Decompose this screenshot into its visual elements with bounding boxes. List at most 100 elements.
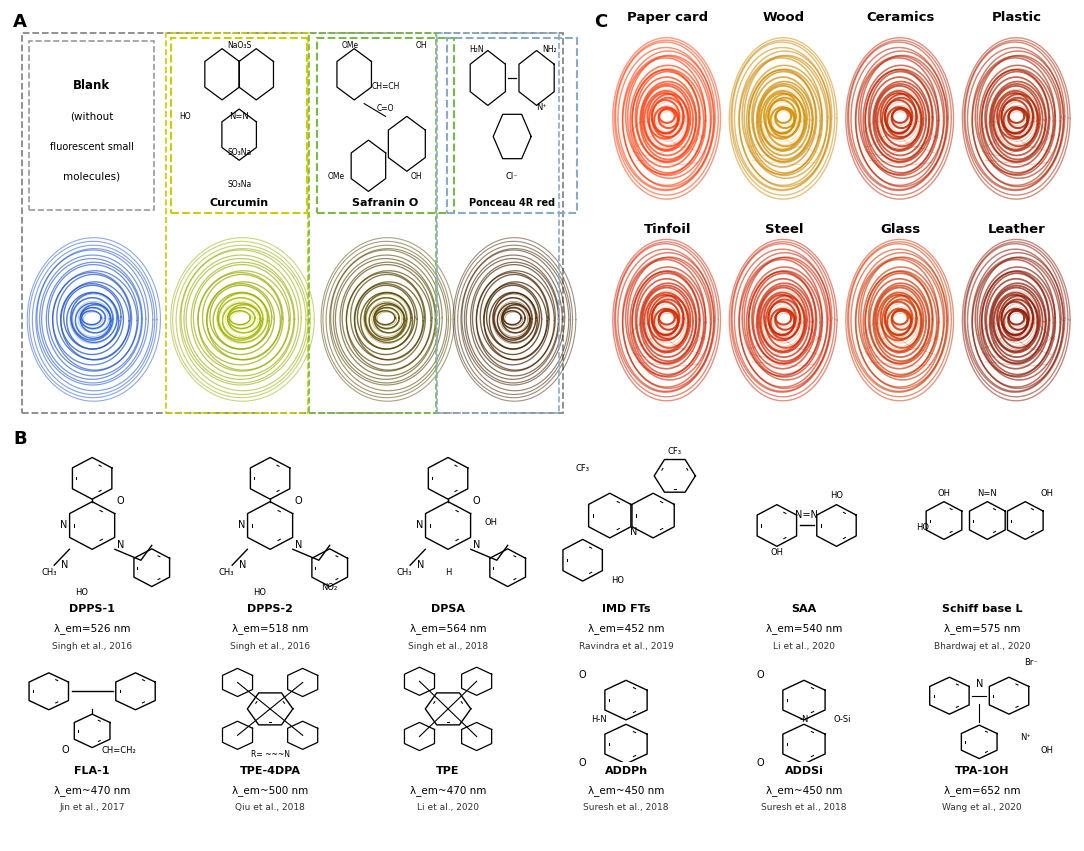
Text: O-Si: O-Si — [834, 715, 851, 724]
Text: HO: HO — [180, 111, 191, 121]
Text: TPA-1OH: TPA-1OH — [955, 766, 1009, 776]
Text: Ravindra et al., 2019: Ravindra et al., 2019 — [579, 642, 673, 651]
Text: OMe: OMe — [341, 42, 359, 50]
Text: Singh et al., 2016: Singh et al., 2016 — [230, 642, 310, 651]
Text: λ_em=518 nm: λ_em=518 nm — [232, 623, 308, 634]
Text: CH₃: CH₃ — [41, 568, 56, 577]
Text: N: N — [62, 560, 68, 570]
Text: Blank: Blank — [73, 79, 111, 92]
Text: Glass: Glass — [880, 223, 920, 236]
Text: Li et al., 2020: Li et al., 2020 — [773, 642, 835, 651]
Text: λ_em=564 nm: λ_em=564 nm — [410, 623, 487, 634]
Text: CF₃: CF₃ — [668, 447, 682, 455]
Text: Suresh et al., 2018: Suresh et al., 2018 — [761, 803, 847, 813]
Text: O: O — [757, 670, 764, 680]
Text: -N: -N — [799, 715, 809, 724]
Text: SAA: SAA — [791, 604, 816, 614]
Text: OH: OH — [1041, 488, 1054, 498]
Text: Cl⁻: Cl⁻ — [506, 172, 518, 181]
Text: Wang et al., 2020: Wang et al., 2020 — [942, 803, 1022, 813]
Text: Schiff base L: Schiff base L — [942, 604, 1022, 614]
Text: NaO₃S: NaO₃S — [227, 42, 251, 50]
Text: FLA-1: FLA-1 — [75, 766, 109, 776]
Text: R= ~~~N: R= ~~~N — [250, 751, 289, 759]
Text: DPSA: DPSA — [431, 604, 465, 614]
Text: Wood: Wood — [763, 11, 805, 24]
Text: Safranin O: Safranin O — [352, 197, 418, 208]
Text: OH: OH — [411, 172, 423, 181]
Text: ADDPh: ADDPh — [605, 766, 647, 776]
Text: Ceramics: Ceramics — [866, 11, 934, 24]
Text: λ_em=652 nm: λ_em=652 nm — [944, 785, 1020, 796]
Text: O: O — [579, 758, 586, 768]
Text: OH: OH — [771, 548, 784, 557]
Text: N: N — [117, 540, 124, 551]
Text: N: N — [295, 540, 302, 551]
Text: OH: OH — [1041, 745, 1054, 755]
Text: CH=CH₂: CH=CH₂ — [102, 745, 137, 755]
Text: O: O — [61, 745, 69, 755]
Text: H-N: H-N — [591, 715, 607, 724]
Text: OH: OH — [415, 42, 427, 50]
Text: λ_em~470 nm: λ_em~470 nm — [410, 785, 487, 796]
Bar — [309, 33, 436, 414]
Text: λ_em~470 nm: λ_em~470 nm — [54, 785, 130, 796]
Text: OH: OH — [938, 488, 951, 498]
Text: HO: HO — [611, 575, 624, 585]
Text: Singh et al., 2016: Singh et al., 2016 — [52, 642, 132, 651]
Text: λ_em=540 nm: λ_em=540 nm — [765, 623, 842, 634]
Text: OH: OH — [485, 518, 498, 528]
Text: Steel: Steel — [764, 223, 803, 236]
Text: λ_em=452 nm: λ_em=452 nm — [588, 623, 664, 634]
Text: N: N — [240, 560, 247, 570]
Text: N: N — [417, 560, 425, 570]
Text: C: C — [594, 13, 607, 31]
Text: O: O — [116, 495, 125, 505]
Text: CH₃: CH₃ — [397, 568, 412, 577]
Text: CF₃: CF₃ — [576, 464, 590, 473]
Text: ADDSi: ADDSi — [785, 766, 824, 776]
Text: H: H — [444, 568, 451, 577]
Text: CH₃: CH₃ — [219, 568, 234, 577]
Text: CH=CH: CH=CH — [372, 82, 400, 91]
Text: H₂N: H₂N — [468, 45, 483, 54]
Text: Curcumin: Curcumin — [209, 197, 269, 208]
Text: NO₂: NO₂ — [322, 583, 338, 592]
Text: DPPS-1: DPPS-1 — [69, 604, 115, 614]
Text: HO: HO — [916, 523, 929, 533]
Text: OMe: OMe — [327, 172, 345, 181]
Text: N: N — [416, 521, 424, 530]
Text: λ_em~450 nm: λ_em~450 nm — [588, 785, 664, 796]
Text: HO: HO — [75, 588, 88, 597]
Text: TPE-4DPA: TPE-4DPA — [240, 766, 300, 776]
Text: N⁺: N⁺ — [537, 103, 547, 111]
Text: Singh et al., 2018: Singh et al., 2018 — [408, 642, 488, 651]
Text: N: N — [976, 679, 983, 689]
Text: N⁺: N⁺ — [1020, 733, 1031, 742]
Text: N: N — [238, 521, 246, 530]
Text: O: O — [579, 670, 586, 680]
Text: Li et al., 2020: Li et al., 2020 — [417, 803, 479, 813]
Text: N: N — [631, 528, 637, 538]
Text: λ_em~450 nm: λ_em~450 nm — [765, 785, 842, 796]
Text: SO₃Na: SO₃Na — [227, 180, 251, 189]
Text: Jin et al., 2017: Jin et al., 2017 — [60, 803, 125, 813]
Text: Plastic: Plastic — [992, 11, 1042, 24]
Text: λ_em~500 nm: λ_em~500 nm — [232, 785, 308, 796]
Text: NH₂: NH₂ — [542, 45, 556, 54]
Text: Qiu et al., 2018: Qiu et al., 2018 — [235, 803, 305, 813]
Text: Br⁻: Br⁻ — [1023, 658, 1037, 667]
Text: O: O — [473, 495, 480, 505]
Text: C=O: C=O — [377, 104, 395, 113]
Text: IMD FTs: IMD FTs — [602, 604, 650, 614]
Text: HO: HO — [253, 588, 266, 597]
Text: λ_em=526 nm: λ_em=526 nm — [54, 623, 130, 634]
Text: B: B — [13, 430, 27, 448]
Text: molecules): molecules) — [63, 172, 120, 182]
Bar — [166, 33, 308, 414]
Text: fluorescent small: fluorescent small — [50, 142, 133, 152]
Text: Bhardwaj et al., 2020: Bhardwaj et al., 2020 — [933, 642, 1030, 651]
Text: N=N: N=N — [230, 111, 249, 121]
Text: N=N: N=N — [796, 510, 818, 520]
Text: DPPS-2: DPPS-2 — [247, 604, 293, 614]
